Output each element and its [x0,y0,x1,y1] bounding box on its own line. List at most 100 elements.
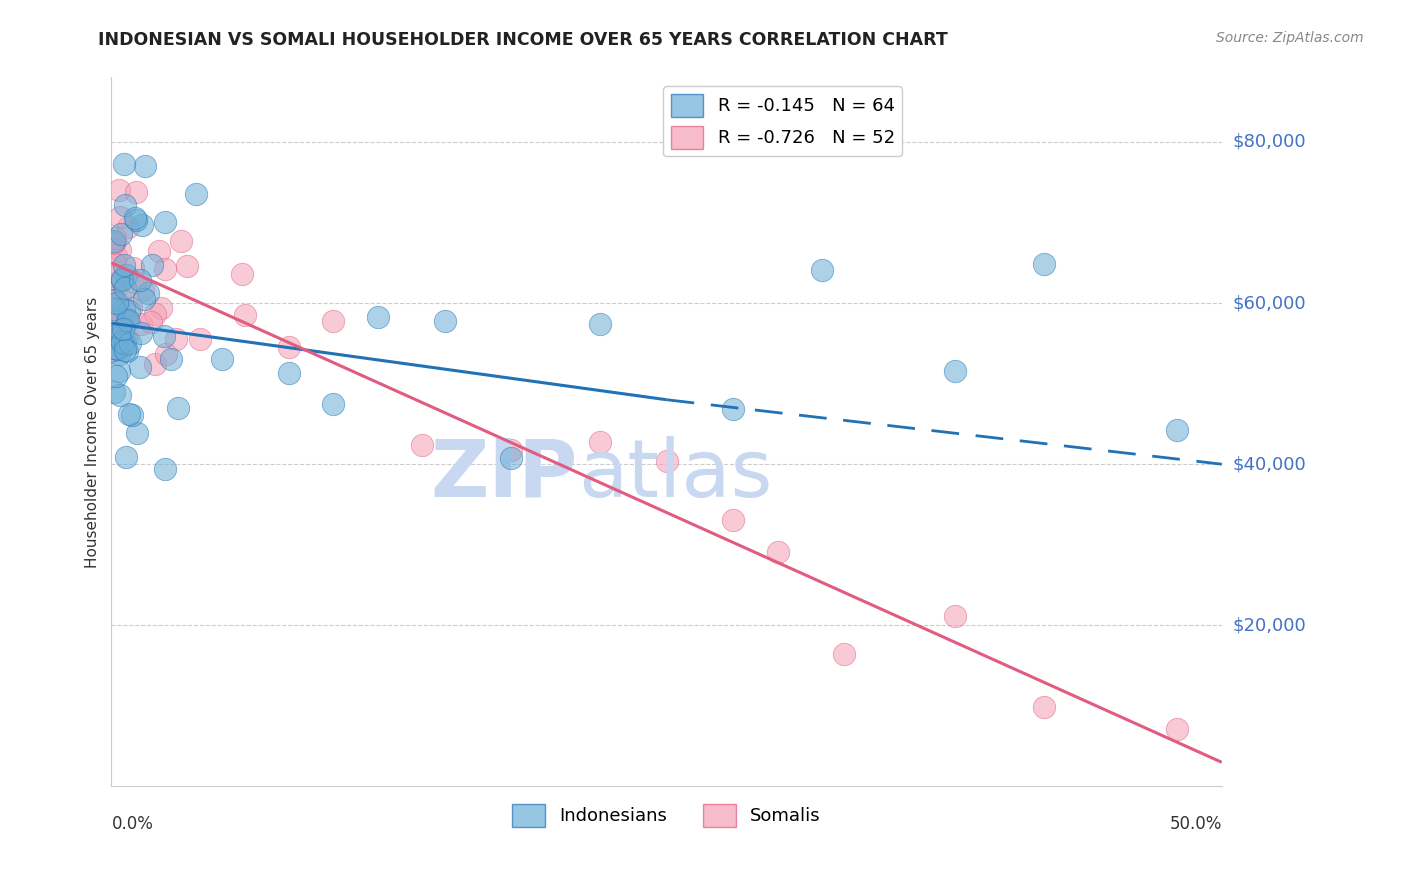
Point [233,308,256,322]
Point [322,397,344,411]
Text: $40,000: $40,000 [1233,455,1306,473]
Point [170,234,193,248]
Point [105,343,128,357]
Point [124,211,146,225]
Point [118,407,141,421]
Point [120,335,142,350]
Point [112,301,135,316]
Point [103,341,125,355]
Point [103,301,125,316]
Point [107,363,129,377]
Point [103,343,125,358]
Point [107,330,129,344]
Point [721,513,744,527]
Point [278,340,301,354]
Point [110,273,132,287]
Point [129,317,152,331]
Point [117,313,139,327]
Point [148,244,170,258]
Point [108,211,131,225]
Point [125,212,148,227]
Point [186,187,208,202]
Point [1166,722,1188,736]
Point [125,185,148,199]
Point [112,322,135,336]
Point [129,360,152,375]
Point [111,272,134,286]
Point [112,258,135,272]
Point [104,257,127,271]
Text: $60,000: $60,000 [1233,294,1306,312]
Point [114,281,136,295]
Point [136,286,159,301]
Point [188,332,211,346]
Point [155,347,177,361]
Y-axis label: Householder Income Over 65 years: Householder Income Over 65 years [86,296,100,567]
Point [115,330,138,344]
Point [150,301,173,316]
Point [121,408,143,422]
Point [117,219,139,234]
Point [411,438,433,452]
Point [103,234,125,248]
Point [322,314,344,328]
Point [131,218,153,232]
Point [176,259,198,273]
Text: INDONESIAN VS SOMALI HOUSEHOLDER INCOME OVER 65 YEARS CORRELATION CHART: INDONESIAN VS SOMALI HOUSEHOLDER INCOME … [98,31,948,49]
Point [115,268,138,282]
Point [105,327,128,342]
Text: $80,000: $80,000 [1233,133,1306,151]
Point [121,261,143,276]
Point [114,450,136,464]
Point [125,425,148,440]
Text: atlas: atlas [578,435,772,514]
Point [103,235,125,250]
Point [211,352,233,367]
Point [134,160,156,174]
Point [104,231,127,245]
Point [721,402,744,417]
Point [153,329,176,343]
Point [107,183,129,197]
Point [128,273,150,287]
Text: ZIP: ZIP [430,435,578,514]
Point [114,343,136,357]
Point [105,296,128,310]
Point [111,327,134,342]
Point [139,315,162,329]
Point [115,314,138,328]
Point [589,434,612,449]
Point [112,310,135,325]
Point [832,647,855,661]
Point [153,462,176,476]
Text: $20,000: $20,000 [1233,616,1306,634]
Point [104,280,127,294]
Point [501,450,523,465]
Point [103,311,125,326]
Point [103,280,125,294]
Point [110,244,132,258]
Point [105,317,128,331]
Point [132,283,155,297]
Point [943,364,966,378]
Point [943,609,966,624]
Point [103,384,125,399]
Point [501,442,523,457]
Point [103,293,125,307]
Point [114,336,136,351]
Point [115,343,138,358]
Point [117,304,139,318]
Point [1033,700,1056,714]
Text: 0.0%: 0.0% [111,815,153,833]
Point [433,313,456,327]
Point [108,291,131,305]
Point [153,261,176,276]
Point [655,453,678,467]
Point [104,369,127,384]
Point [111,340,134,354]
Point [367,310,389,325]
Point [112,157,135,171]
Point [1033,256,1056,270]
Point [132,292,155,306]
Point [231,267,253,281]
